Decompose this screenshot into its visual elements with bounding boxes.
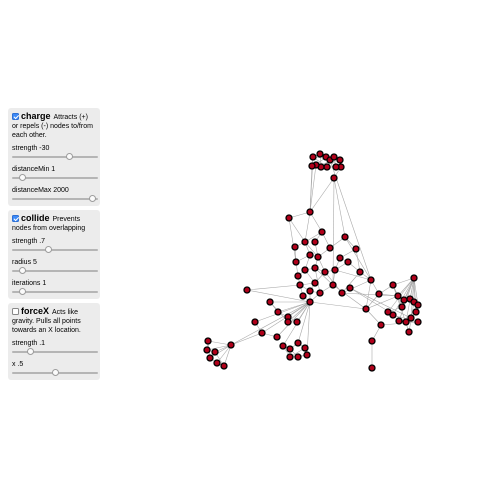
graph-node[interactable] bbox=[395, 293, 401, 299]
graph-node[interactable] bbox=[378, 322, 384, 328]
graph-node[interactable] bbox=[330, 282, 336, 288]
graph-node[interactable] bbox=[304, 352, 310, 358]
graph-node[interactable] bbox=[295, 340, 301, 346]
graph-node[interactable] bbox=[287, 354, 293, 360]
graph-node[interactable] bbox=[244, 287, 250, 293]
graph-node[interactable] bbox=[286, 215, 292, 221]
graph-node[interactable] bbox=[297, 282, 303, 288]
graph-node[interactable] bbox=[312, 265, 318, 271]
graph-node[interactable] bbox=[274, 334, 280, 340]
graph-node[interactable] bbox=[307, 252, 313, 258]
graph-node[interactable] bbox=[324, 164, 330, 170]
graph-node[interactable] bbox=[403, 319, 409, 325]
graph-node[interactable] bbox=[376, 291, 382, 297]
graph-node[interactable] bbox=[342, 234, 348, 240]
graph-node[interactable] bbox=[327, 245, 333, 251]
graph-link bbox=[255, 302, 310, 322]
graph-node[interactable] bbox=[302, 267, 308, 273]
graph-node[interactable] bbox=[287, 346, 293, 352]
graph-node[interactable] bbox=[267, 299, 273, 305]
graph-node[interactable] bbox=[322, 269, 328, 275]
graph-node[interactable] bbox=[337, 157, 343, 163]
graph-node[interactable] bbox=[214, 360, 220, 366]
graph-node[interactable] bbox=[390, 282, 396, 288]
graph-node[interactable] bbox=[401, 297, 407, 303]
graph-node[interactable] bbox=[415, 319, 421, 325]
graph-nodes bbox=[204, 151, 421, 371]
graph-node[interactable] bbox=[204, 347, 210, 353]
graph-node[interactable] bbox=[292, 244, 298, 250]
graph-node[interactable] bbox=[399, 304, 405, 310]
graph-node[interactable] bbox=[294, 319, 300, 325]
graph-node[interactable] bbox=[413, 309, 419, 315]
graph-link bbox=[342, 293, 398, 296]
graph-node[interactable] bbox=[353, 246, 359, 252]
graph-node[interactable] bbox=[369, 365, 375, 371]
graph-link bbox=[305, 212, 310, 242]
graph-node[interactable] bbox=[293, 259, 299, 265]
graph-node[interactable] bbox=[317, 151, 323, 157]
graph-node[interactable] bbox=[309, 163, 315, 169]
graph-node[interactable] bbox=[310, 154, 316, 160]
graph-node[interactable] bbox=[312, 239, 318, 245]
graph-node[interactable] bbox=[406, 329, 412, 335]
graph-node[interactable] bbox=[295, 273, 301, 279]
graph-link bbox=[334, 178, 345, 237]
graph-link bbox=[247, 285, 300, 290]
graph-node[interactable] bbox=[411, 275, 417, 281]
graph-node[interactable] bbox=[205, 338, 211, 344]
graph-node[interactable] bbox=[228, 342, 234, 348]
graph-node[interactable] bbox=[333, 164, 339, 170]
graph-node[interactable] bbox=[317, 290, 323, 296]
graph-node[interactable] bbox=[312, 280, 318, 286]
graph-node[interactable] bbox=[285, 319, 291, 325]
graph-node[interactable] bbox=[207, 355, 213, 361]
graph-node[interactable] bbox=[295, 354, 301, 360]
graph-node[interactable] bbox=[369, 338, 375, 344]
graph-node[interactable] bbox=[302, 345, 308, 351]
graph-node[interactable] bbox=[259, 330, 265, 336]
graph-node[interactable] bbox=[331, 175, 337, 181]
graph-node[interactable] bbox=[385, 309, 391, 315]
graph-link bbox=[231, 333, 262, 345]
graph-node[interactable] bbox=[415, 302, 421, 308]
graph-node[interactable] bbox=[363, 306, 369, 312]
graph-node[interactable] bbox=[212, 349, 218, 355]
graph-link bbox=[289, 218, 296, 262]
graph-node[interactable] bbox=[347, 285, 353, 291]
graph-node[interactable] bbox=[302, 239, 308, 245]
graph-node[interactable] bbox=[300, 293, 306, 299]
graph-node[interactable] bbox=[315, 254, 321, 260]
graph-node[interactable] bbox=[337, 255, 343, 261]
graph-node[interactable] bbox=[368, 277, 374, 283]
graph-node[interactable] bbox=[332, 267, 338, 273]
graph-links bbox=[207, 154, 418, 368]
graph-node[interactable] bbox=[275, 309, 281, 315]
graph-node[interactable] bbox=[357, 269, 363, 275]
graph-node[interactable] bbox=[396, 318, 402, 324]
graph-node[interactable] bbox=[307, 288, 313, 294]
graph-node[interactable] bbox=[319, 229, 325, 235]
graph-node[interactable] bbox=[331, 154, 337, 160]
graph-node[interactable] bbox=[280, 343, 286, 349]
graph-node[interactable] bbox=[339, 290, 345, 296]
graph-link bbox=[289, 218, 305, 242]
graph-node[interactable] bbox=[345, 259, 351, 265]
graph-node[interactable] bbox=[307, 209, 313, 215]
graph-node[interactable] bbox=[252, 319, 258, 325]
graph-node[interactable] bbox=[307, 299, 313, 305]
graph-node[interactable] bbox=[221, 363, 227, 369]
